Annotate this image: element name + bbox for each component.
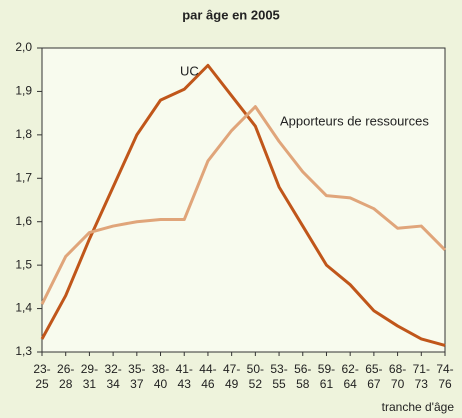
x-tick-label: 41-43 [176, 362, 193, 391]
x-axis-label: tranche d'âge [382, 400, 455, 414]
x-tick-label: 53-55 [270, 362, 287, 391]
x-tick-label: 71-73 [413, 362, 430, 391]
x-tick-label: 38-40 [152, 362, 169, 391]
y-tick-label: 1,3 [15, 344, 32, 358]
x-tick-label: 44-46 [199, 362, 216, 391]
x-tick-label: 35-37 [128, 362, 145, 391]
x-tick-label: 29-31 [81, 362, 98, 391]
x-tick-label: 47-49 [223, 362, 240, 391]
y-tick-label: 1,9 [15, 84, 32, 98]
x-tick-label: 65-67 [365, 362, 382, 391]
series-label: Apporteurs de ressources [280, 113, 429, 128]
plot-area [41, 47, 446, 353]
chart-title: par âge en 2005 [182, 7, 280, 22]
series-line [40, 63, 446, 347]
series-label: UC [180, 63, 199, 78]
x-tick-label: 26-28 [57, 362, 74, 391]
y-tick-label: 1,8 [15, 127, 32, 141]
x-tick-label: 59-61 [318, 362, 335, 391]
y-tick-label: 1,5 [15, 257, 32, 271]
y-tick-label: 1,7 [15, 170, 32, 184]
x-tick-label: 23-25 [33, 362, 50, 391]
x-tick-label: 74-76 [436, 362, 453, 391]
y-tick-label: 1,4 [15, 301, 32, 315]
x-tick-label: 50-52 [247, 362, 264, 391]
y-tick-label: 1,6 [15, 214, 32, 228]
series-line [40, 105, 447, 305]
x-tick-label: 32-34 [104, 362, 121, 391]
x-tick-label: 68-70 [389, 362, 406, 391]
x-tick-label: 56-58 [294, 362, 311, 391]
x-tick-label: 62-64 [342, 362, 359, 391]
y-tick-label: 2,0 [15, 40, 32, 54]
